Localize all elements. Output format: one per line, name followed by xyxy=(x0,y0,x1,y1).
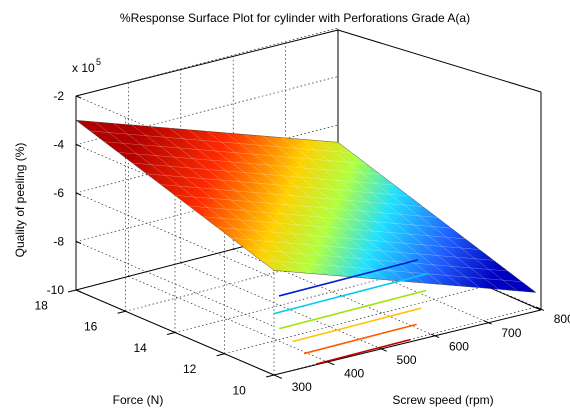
z-tick-label-3: -8 xyxy=(53,235,64,249)
y-tick-2 xyxy=(167,332,176,336)
z-tick-4 xyxy=(75,289,82,293)
surface-mesh-v-11 xyxy=(231,238,494,261)
x-tick-label-2: 500 xyxy=(397,353,417,367)
contour-line-2 xyxy=(292,307,422,343)
z-tick-label-1: -4 xyxy=(53,138,64,152)
x-tick-label-1: 400 xyxy=(344,367,364,381)
grid-z-back-3 xyxy=(75,173,339,242)
surface-mesh-u-10 xyxy=(263,135,462,287)
surface-mesh-u-9 xyxy=(244,134,443,285)
x-tick-label-0: 300 xyxy=(292,380,312,394)
chart-title: %Response Surface Plot for cylinder with… xyxy=(120,11,470,25)
surface-mesh-v-9 xyxy=(203,216,466,240)
surface-mesh-v-12 xyxy=(245,248,508,272)
x-tick-5 xyxy=(535,306,545,311)
z-tick-3 xyxy=(75,241,82,244)
surface-mesh-v-10 xyxy=(217,227,480,250)
surface-mesh-u-11 xyxy=(281,137,480,288)
surface-mesh-v-8 xyxy=(189,205,452,229)
y-tick-4 xyxy=(68,289,77,293)
contour-line-5 xyxy=(278,259,419,297)
z-tick-label-0: -2 xyxy=(53,89,64,103)
x-tick-2 xyxy=(378,347,387,352)
x-tick-0 xyxy=(273,374,283,379)
y-tick-label-4: 18 xyxy=(35,298,49,312)
z-tick-0 xyxy=(75,95,82,99)
y-tick-label-3: 16 xyxy=(84,320,98,334)
contour-lines xyxy=(273,259,429,365)
response-surface xyxy=(75,119,537,293)
grid-y-floor-3 xyxy=(125,242,388,312)
z-tick-2 xyxy=(75,192,82,196)
z-tick-1 xyxy=(75,144,82,147)
z-axis-label: Quality of peeling (%) xyxy=(13,143,27,258)
tick-labels: 300 400 500 600 700 800 10 12 14 16 18 -2 -4 -6 -8 -10 xyxy=(35,89,570,397)
y-tick-label-1: 12 xyxy=(183,362,197,376)
grid-y-floor-1 xyxy=(224,285,487,355)
x-tick-label-5: 800 xyxy=(554,312,570,326)
grid-x-floor-1 xyxy=(128,276,327,362)
x-tick-1 xyxy=(326,360,335,366)
surface-mesh-v-13 xyxy=(259,259,522,282)
z-multiplier: x 10 5 xyxy=(72,57,101,75)
surface-mesh-u-8 xyxy=(225,132,424,284)
y-axis-label: Force (N) xyxy=(113,393,164,407)
contour-line-1 xyxy=(303,323,417,355)
surface-mesh-v-7 xyxy=(174,195,438,218)
top-right-edge xyxy=(337,29,542,93)
surface-mesh-u-13 xyxy=(319,140,518,292)
x-tick-3 xyxy=(431,333,440,339)
z-tick-label-2: -6 xyxy=(53,186,64,200)
z-multiplier-exponent: 5 xyxy=(96,57,101,67)
y-tick-1 xyxy=(216,353,225,357)
grid-z-back-4 xyxy=(75,221,339,291)
grid-z-back-2 xyxy=(75,124,339,194)
surface-mesh-u-12 xyxy=(300,138,499,290)
contour-line-3 xyxy=(279,289,427,330)
z-multiplier-base: x 10 xyxy=(72,61,95,75)
x-tick-4 xyxy=(483,320,492,325)
y-tick-label-0: 10 xyxy=(233,383,247,397)
y-tick-label-2: 14 xyxy=(134,341,148,355)
z-tick-label-4: -10 xyxy=(47,283,65,297)
top-left-edge xyxy=(75,29,339,97)
tick-marks xyxy=(68,95,545,379)
contour-line-4 xyxy=(273,272,429,315)
contour-line-0 xyxy=(315,338,411,365)
y-tick-0 xyxy=(266,374,275,378)
grid-y-floor-2 xyxy=(174,264,438,333)
x-axis-label: Screw speed (rpm) xyxy=(392,393,493,407)
x-tick-label-4: 700 xyxy=(501,326,521,340)
y-tick-3 xyxy=(117,310,126,314)
x-tick-label-3: 600 xyxy=(449,339,469,353)
grid-z-back-0 xyxy=(75,27,339,97)
